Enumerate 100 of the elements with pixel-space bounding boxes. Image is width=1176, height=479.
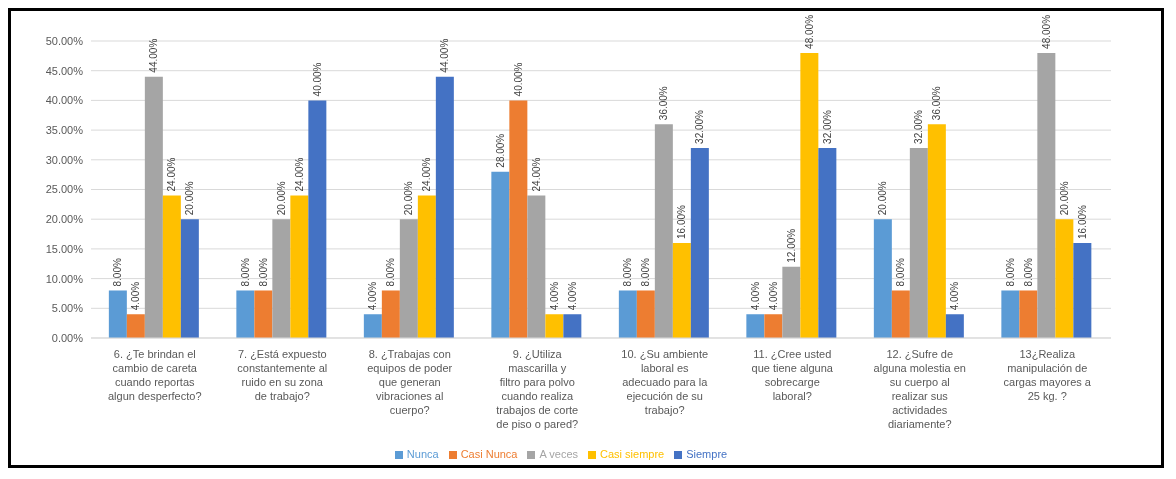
y-tick-label: 50.00% [45, 34, 84, 47]
data-label: 20.00% [403, 181, 415, 216]
x-tick-label: 12. ¿Sufre de alguna molestia en su cuerpo al realizar sus actividades diariamente? [873, 348, 966, 430]
data-label: 48.00% [803, 14, 815, 49]
data-label: 24.00% [530, 157, 542, 192]
bar [873, 219, 892, 338]
bar [800, 52, 819, 338]
bar [1019, 290, 1038, 338]
bar [746, 314, 765, 338]
bar [690, 147, 709, 338]
bar [618, 290, 637, 338]
x-tick-label: 9. ¿Utiliza mascarilla y filtro para polvo cuando realiza trabajos de corte de piso o pared? [496, 348, 579, 430]
data-label: 4.00% [767, 281, 779, 311]
bar [236, 290, 255, 338]
y-tick-label: 5.00% [51, 302, 84, 315]
bar [672, 242, 691, 338]
x-tick-label: 8. ¿Trabajas con equipos de poder que generan vibraciones al cuerpo? [367, 348, 453, 416]
bar [308, 100, 327, 338]
data-label: 36.00% [931, 86, 943, 121]
bar [1037, 52, 1056, 338]
bar [909, 147, 928, 338]
data-label: 48.00% [1040, 14, 1052, 49]
x-tick-label: 11. ¿Cree usted que tiene alguna sobrecarge laboral? [751, 348, 834, 402]
data-label: 4.00% [949, 281, 961, 311]
bar [144, 76, 163, 338]
data-label: 24.00% [293, 157, 305, 192]
x-tick-label: 6. ¿Te brindan el cambio de careta cuando reportas algun desperfecto? [107, 348, 202, 402]
data-label: 40.00% [311, 62, 323, 97]
y-tick-label: 20.00% [45, 213, 84, 226]
bar [1073, 242, 1092, 338]
bar [417, 195, 436, 338]
bar [272, 219, 291, 338]
data-label: 36.00% [658, 86, 670, 121]
bar [363, 314, 382, 338]
data-label: 20.00% [184, 181, 196, 216]
bar [654, 124, 673, 338]
bar [527, 195, 546, 338]
bar [435, 76, 454, 338]
data-label: 24.00% [166, 157, 178, 192]
data-label: 8.00% [1022, 258, 1034, 287]
bar [290, 195, 309, 338]
data-label: 4.00% [548, 281, 560, 311]
legend-label: Casi siempre [600, 448, 665, 460]
data-label: 8.00% [622, 258, 634, 287]
bar [782, 266, 801, 338]
x-tick-label: 10. ¿Su ambiente laboral es adecuado para la ejecución de su trabajo? [621, 348, 709, 416]
x-tick-label: 7. ¿Está expuesto constantemente al ruido en su zona de trabajo? [237, 348, 328, 402]
bar [180, 219, 199, 338]
bar [545, 314, 564, 338]
data-label: 20.00% [1058, 181, 1070, 216]
data-label: 4.00% [367, 281, 379, 311]
data-label: 8.00% [1004, 258, 1016, 287]
data-label: 4.00% [749, 281, 761, 311]
data-label: 44.00% [148, 38, 160, 73]
bar [126, 314, 145, 338]
data-label: 20.00% [877, 181, 889, 216]
data-label: 8.00% [112, 258, 124, 287]
legend-label: A veces [539, 448, 579, 460]
legend-label: Nunca [406, 448, 439, 460]
data-label: 32.00% [694, 109, 706, 144]
y-tick-label: 0.00% [51, 331, 84, 344]
data-label: 16.00% [676, 204, 688, 239]
data-label: 24.00% [421, 157, 433, 192]
bar [563, 314, 582, 338]
bar [399, 219, 418, 338]
data-label: 32.00% [821, 109, 833, 144]
data-label: 8.00% [385, 258, 397, 287]
y-tick-label: 25.00% [45, 183, 84, 196]
bar [818, 147, 837, 338]
data-label: 12.00% [785, 228, 797, 263]
data-label: 8.00% [257, 258, 269, 287]
legend-label: Casi Nunca [460, 448, 518, 460]
y-tick-label: 40.00% [45, 94, 84, 107]
y-tick-label: 30.00% [45, 153, 84, 166]
bar [945, 314, 964, 338]
x-tick-label: 13¿Realiza manipulación de cargas mayores a 25 kg. ? [1003, 348, 1092, 402]
data-label: 44.00% [439, 38, 451, 73]
bar [1055, 219, 1074, 338]
bar [509, 100, 528, 338]
data-label: 4.00% [130, 281, 142, 311]
y-tick-label: 45.00% [45, 64, 84, 77]
data-label: 32.00% [913, 109, 925, 144]
bar [254, 290, 273, 338]
bar [1001, 290, 1020, 338]
y-tick-label: 35.00% [45, 124, 84, 137]
bar [764, 314, 783, 338]
data-label: 8.00% [895, 258, 907, 287]
bar [162, 195, 181, 338]
bar [381, 290, 400, 338]
data-label: 40.00% [512, 62, 524, 97]
bar [108, 290, 127, 338]
data-label: 8.00% [239, 258, 251, 287]
y-tick-label: 15.00% [45, 242, 84, 255]
bar [491, 171, 510, 338]
bar [891, 290, 910, 338]
data-label: 4.00% [566, 281, 578, 311]
legend-label: Siempre [686, 448, 728, 460]
y-tick-label: 10.00% [45, 272, 84, 285]
data-label: 20.00% [275, 181, 287, 216]
data-label: 8.00% [640, 258, 652, 287]
